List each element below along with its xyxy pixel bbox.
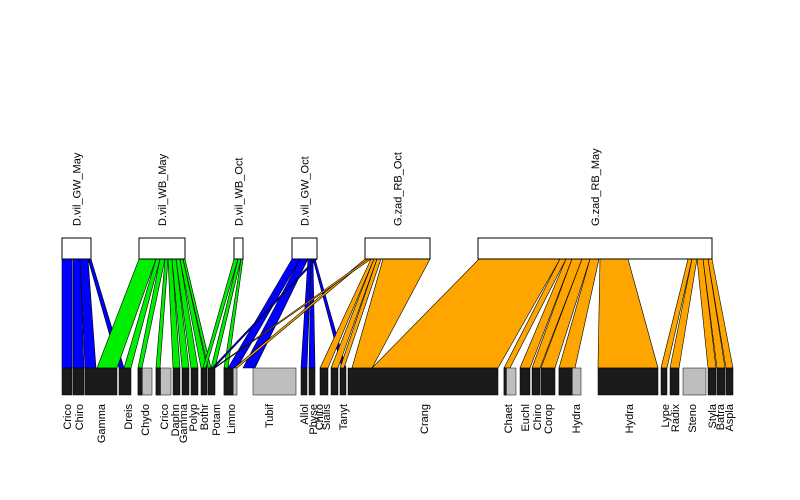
upper-node-box: [138, 237, 186, 260]
lower-node-box: [319, 367, 329, 396]
upper-node-label: D.vil_WB_May: [157, 153, 169, 226]
lower-node-box: [669, 367, 680, 396]
lower-node-box: [72, 367, 85, 396]
link-d-vil-gw-may-to-crico: [61, 258, 73, 369]
lower-node-box: [660, 367, 668, 396]
lower-node-box: [155, 367, 161, 396]
lower-node-label: Allol: [299, 404, 311, 425]
lower-node-label: Crico: [62, 404, 74, 430]
lower-node-label: Limno: [226, 404, 238, 434]
lower-node-label: Euchl: [520, 404, 532, 432]
lower-node-label: Tanyt: [338, 404, 350, 430]
link-g-zad-rb-may-to-hydra: [597, 258, 659, 369]
lower-node-label: Tubif: [264, 403, 276, 428]
upper-node-label: D.vil_GW_Oct: [300, 156, 312, 226]
lower-node-box: [339, 367, 347, 396]
upper-node-label: G.zad_RB_Oct: [393, 152, 405, 226]
lower-node-box: [300, 367, 308, 396]
lower-node-box: [330, 367, 339, 396]
lower-node-label: Polyp: [188, 404, 200, 432]
lower-node-label: Crang: [419, 404, 431, 434]
lower-node-label: Chiro: [532, 404, 544, 430]
lower-node-label: Physe: [308, 404, 320, 435]
lower-node-label: Potam: [211, 404, 223, 436]
upper-level-nodes: D.vil_GW_May D.vil_WB_May D.vil_WB_Oct D.vi…: [61, 148, 713, 260]
lower-node-box: [118, 367, 132, 396]
lower-node-label: Bothr: [199, 404, 211, 431]
link-g-zad-rb-may-to-radix: [669, 258, 698, 369]
lower-node-label: Corop: [543, 404, 555, 434]
lower-node-box: [716, 367, 726, 396]
upper-node-box: [477, 237, 713, 260]
lower-node-box: [597, 367, 659, 396]
lower-node-box-unlinked: [682, 367, 707, 396]
lower-node-label: Hydra: [571, 403, 583, 433]
lower-node-box-unlinked: [252, 367, 297, 396]
lower-node-label: Aspla: [724, 403, 736, 431]
interaction-links: [61, 258, 734, 369]
upper-node-label: D.vil_GW_May: [72, 152, 84, 226]
lower-node-box: [137, 367, 143, 396]
lower-node-box: [347, 367, 499, 396]
lower-node-label: Daphn: [170, 404, 182, 436]
lower-node-box: [725, 367, 734, 396]
lower-node-box: [707, 367, 717, 396]
lower-node-box: [503, 367, 507, 396]
lower-node-label: Steno: [687, 404, 699, 433]
upper-node-label: D.vil_WB_Oct: [234, 158, 246, 226]
lower-node-box: [540, 367, 556, 396]
lower-node-label: Sialis: [321, 404, 333, 431]
lower-node-label: Lype: [660, 404, 672, 427]
link-d-vil-wb-oct-to-potam: [210, 258, 242, 369]
lower-node-box: [172, 367, 181, 396]
lower-node-box: [308, 367, 316, 396]
lower-node-box: [207, 367, 216, 396]
lower-node-label: Crico: [159, 404, 171, 430]
lower-level-nodes: Crico Chiro Gamma Dreis Chydo Crico DaphnGamma…: [61, 367, 736, 443]
lower-node-label: Chiro: [314, 404, 326, 430]
lower-node-box: [190, 367, 199, 396]
lower-node-box: [519, 367, 531, 396]
lower-node-label: Hydra: [624, 403, 636, 433]
lower-node-box: [61, 367, 73, 396]
lower-node-label: Chiro: [74, 404, 86, 430]
lower-node-label: Dreis: [123, 404, 135, 430]
lower-node-label: Gamma: [96, 403, 108, 443]
lower-node-box: [558, 367, 573, 396]
lower-node-box: [200, 367, 208, 396]
lower-node-box: [223, 367, 234, 396]
lower-node-box: [531, 367, 541, 396]
upper-node-box: [364, 237, 431, 260]
lower-node-box: [84, 367, 118, 396]
lower-node-label: Gamma: [178, 403, 190, 443]
lower-node-label: Radix: [670, 404, 682, 433]
upper-node-box: [291, 237, 318, 260]
lower-node-label: Batra: [715, 403, 727, 430]
upper-node-box: [61, 237, 92, 260]
upper-node-box: [233, 237, 244, 260]
lower-node-label: Chydo: [140, 404, 152, 436]
lower-node-label: Styla: [707, 403, 719, 428]
lower-node-label: Chaet: [503, 404, 515, 433]
link-d-vil-gw-oct-to-tubif: [242, 258, 309, 369]
upper-node-label: G.zad_RB_May: [590, 148, 602, 226]
lower-node-box: [181, 367, 190, 396]
